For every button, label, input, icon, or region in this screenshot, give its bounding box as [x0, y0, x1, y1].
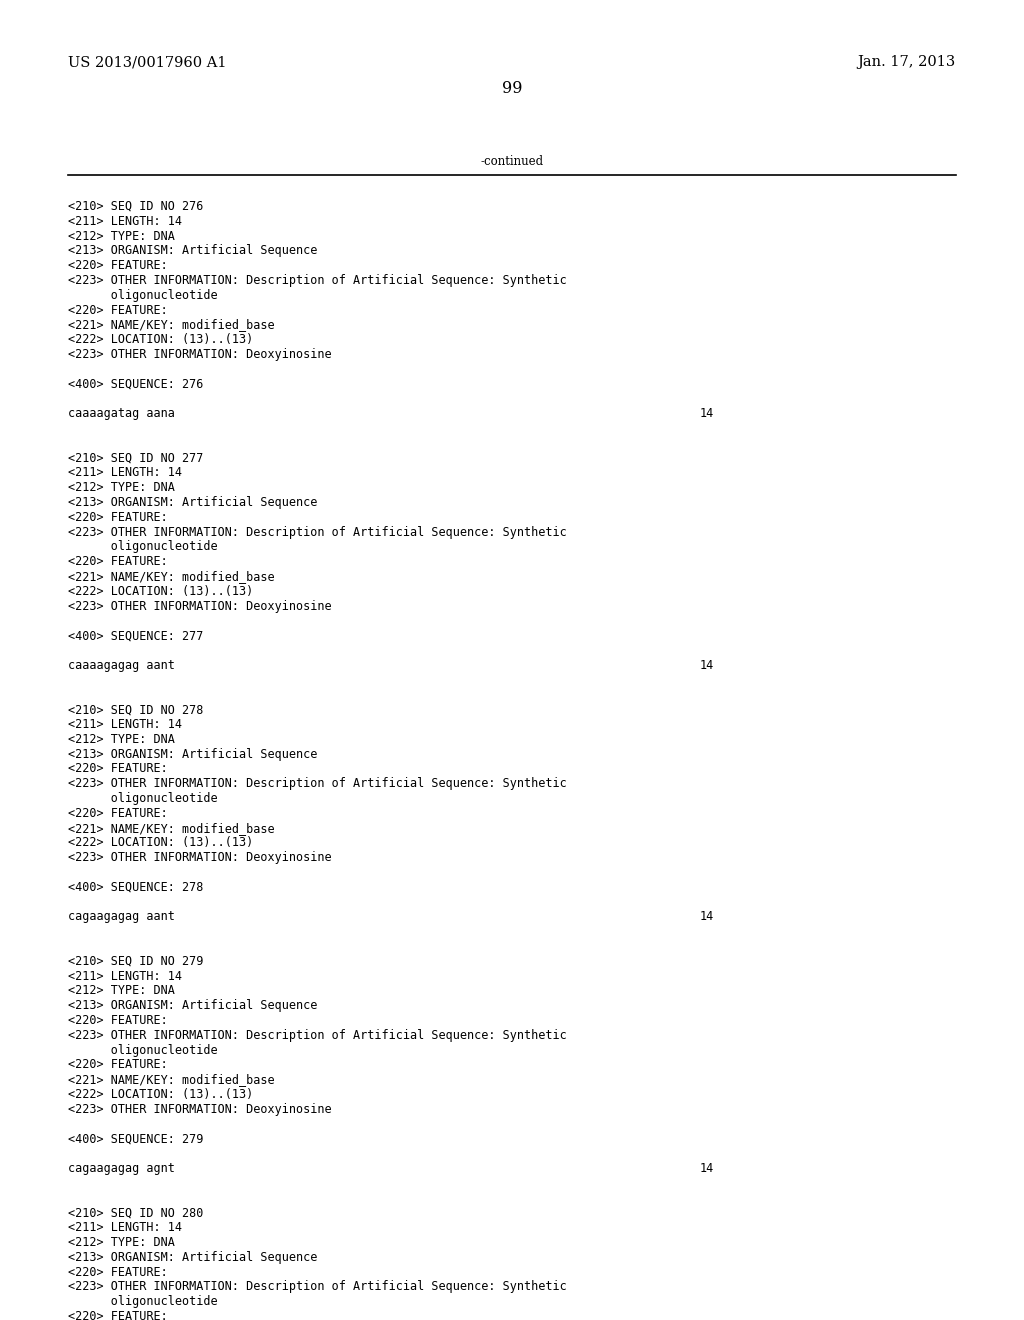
Text: <221> NAME/KEY: modified_base: <221> NAME/KEY: modified_base: [68, 570, 274, 583]
Text: <220> FEATURE:: <220> FEATURE:: [68, 511, 168, 524]
Text: <222> LOCATION: (13)..(13): <222> LOCATION: (13)..(13): [68, 837, 253, 849]
Text: <220> FEATURE:: <220> FEATURE:: [68, 304, 168, 317]
Text: <220> FEATURE:: <220> FEATURE:: [68, 1059, 168, 1072]
Text: <400> SEQUENCE: 278: <400> SEQUENCE: 278: [68, 880, 204, 894]
Text: oligonucleotide: oligonucleotide: [68, 1044, 218, 1056]
Text: <220> FEATURE:: <220> FEATURE:: [68, 763, 168, 775]
Text: 14: 14: [700, 407, 715, 420]
Text: 99: 99: [502, 81, 522, 96]
Text: <223> OTHER INFORMATION: Deoxyinosine: <223> OTHER INFORMATION: Deoxyinosine: [68, 1102, 332, 1115]
Text: <210> SEQ ID NO 277: <210> SEQ ID NO 277: [68, 451, 204, 465]
Text: <211> LENGTH: 14: <211> LENGTH: 14: [68, 970, 182, 982]
Text: cagaagagag aant: cagaagagag aant: [68, 911, 175, 924]
Text: <212> TYPE: DNA: <212> TYPE: DNA: [68, 733, 175, 746]
Text: <221> NAME/KEY: modified_base: <221> NAME/KEY: modified_base: [68, 821, 274, 834]
Text: oligonucleotide: oligonucleotide: [68, 289, 218, 302]
Text: <223> OTHER INFORMATION: Deoxyinosine: <223> OTHER INFORMATION: Deoxyinosine: [68, 348, 332, 360]
Text: <213> ORGANISM: Artificial Sequence: <213> ORGANISM: Artificial Sequence: [68, 747, 317, 760]
Text: <210> SEQ ID NO 280: <210> SEQ ID NO 280: [68, 1206, 204, 1220]
Text: cagaagagag agnt: cagaagagag agnt: [68, 1162, 175, 1175]
Text: <220> FEATURE:: <220> FEATURE:: [68, 1014, 168, 1027]
Text: oligonucleotide: oligonucleotide: [68, 1295, 218, 1308]
Text: <223> OTHER INFORMATION: Description of Artificial Sequence: Synthetic: <223> OTHER INFORMATION: Description of …: [68, 1028, 566, 1041]
Text: <211> LENGTH: 14: <211> LENGTH: 14: [68, 466, 182, 479]
Text: <400> SEQUENCE: 279: <400> SEQUENCE: 279: [68, 1133, 204, 1146]
Text: <210> SEQ ID NO 276: <210> SEQ ID NO 276: [68, 201, 204, 213]
Text: <223> OTHER INFORMATION: Description of Artificial Sequence: Synthetic: <223> OTHER INFORMATION: Description of …: [68, 275, 566, 286]
Text: <213> ORGANISM: Artificial Sequence: <213> ORGANISM: Artificial Sequence: [68, 999, 317, 1012]
Text: <223> OTHER INFORMATION: Description of Artificial Sequence: Synthetic: <223> OTHER INFORMATION: Description of …: [68, 1280, 566, 1294]
Text: oligonucleotide: oligonucleotide: [68, 792, 218, 805]
Text: <223> OTHER INFORMATION: Description of Artificial Sequence: Synthetic: <223> OTHER INFORMATION: Description of …: [68, 525, 566, 539]
Text: 14: 14: [700, 1162, 715, 1175]
Text: <212> TYPE: DNA: <212> TYPE: DNA: [68, 985, 175, 998]
Text: <222> LOCATION: (13)..(13): <222> LOCATION: (13)..(13): [68, 585, 253, 598]
Text: <213> ORGANISM: Artificial Sequence: <213> ORGANISM: Artificial Sequence: [68, 244, 317, 257]
Text: US 2013/0017960 A1: US 2013/0017960 A1: [68, 55, 226, 69]
Text: <210> SEQ ID NO 279: <210> SEQ ID NO 279: [68, 954, 204, 968]
Text: caaaagagag aant: caaaagagag aant: [68, 659, 175, 672]
Text: <222> LOCATION: (13)..(13): <222> LOCATION: (13)..(13): [68, 333, 253, 346]
Text: <213> ORGANISM: Artificial Sequence: <213> ORGANISM: Artificial Sequence: [68, 496, 317, 510]
Text: <400> SEQUENCE: 277: <400> SEQUENCE: 277: [68, 630, 204, 643]
Text: <220> FEATURE:: <220> FEATURE:: [68, 1309, 168, 1320]
Text: <222> LOCATION: (13)..(13): <222> LOCATION: (13)..(13): [68, 1088, 253, 1101]
Text: <210> SEQ ID NO 278: <210> SEQ ID NO 278: [68, 704, 204, 717]
Text: <212> TYPE: DNA: <212> TYPE: DNA: [68, 482, 175, 494]
Text: <223> OTHER INFORMATION: Description of Artificial Sequence: Synthetic: <223> OTHER INFORMATION: Description of …: [68, 777, 566, 791]
Text: <212> TYPE: DNA: <212> TYPE: DNA: [68, 1236, 175, 1249]
Text: <220> FEATURE:: <220> FEATURE:: [68, 556, 168, 568]
Text: Jan. 17, 2013: Jan. 17, 2013: [858, 55, 956, 69]
Text: <221> NAME/KEY: modified_base: <221> NAME/KEY: modified_base: [68, 1073, 274, 1086]
Text: <211> LENGTH: 14: <211> LENGTH: 14: [68, 718, 182, 731]
Text: 14: 14: [700, 659, 715, 672]
Text: oligonucleotide: oligonucleotide: [68, 540, 218, 553]
Text: -continued: -continued: [480, 154, 544, 168]
Text: <211> LENGTH: 14: <211> LENGTH: 14: [68, 1221, 182, 1234]
Text: <223> OTHER INFORMATION: Deoxyinosine: <223> OTHER INFORMATION: Deoxyinosine: [68, 599, 332, 612]
Text: <212> TYPE: DNA: <212> TYPE: DNA: [68, 230, 175, 243]
Text: 14: 14: [700, 911, 715, 924]
Text: <400> SEQUENCE: 276: <400> SEQUENCE: 276: [68, 378, 204, 391]
Text: caaaagatag aana: caaaagatag aana: [68, 407, 175, 420]
Text: <211> LENGTH: 14: <211> LENGTH: 14: [68, 215, 182, 228]
Text: <223> OTHER INFORMATION: Deoxyinosine: <223> OTHER INFORMATION: Deoxyinosine: [68, 851, 332, 865]
Text: <220> FEATURE:: <220> FEATURE:: [68, 259, 168, 272]
Text: <220> FEATURE:: <220> FEATURE:: [68, 1266, 168, 1279]
Text: <213> ORGANISM: Artificial Sequence: <213> ORGANISM: Artificial Sequence: [68, 1251, 317, 1263]
Text: <221> NAME/KEY: modified_base: <221> NAME/KEY: modified_base: [68, 318, 274, 331]
Text: <220> FEATURE:: <220> FEATURE:: [68, 807, 168, 820]
